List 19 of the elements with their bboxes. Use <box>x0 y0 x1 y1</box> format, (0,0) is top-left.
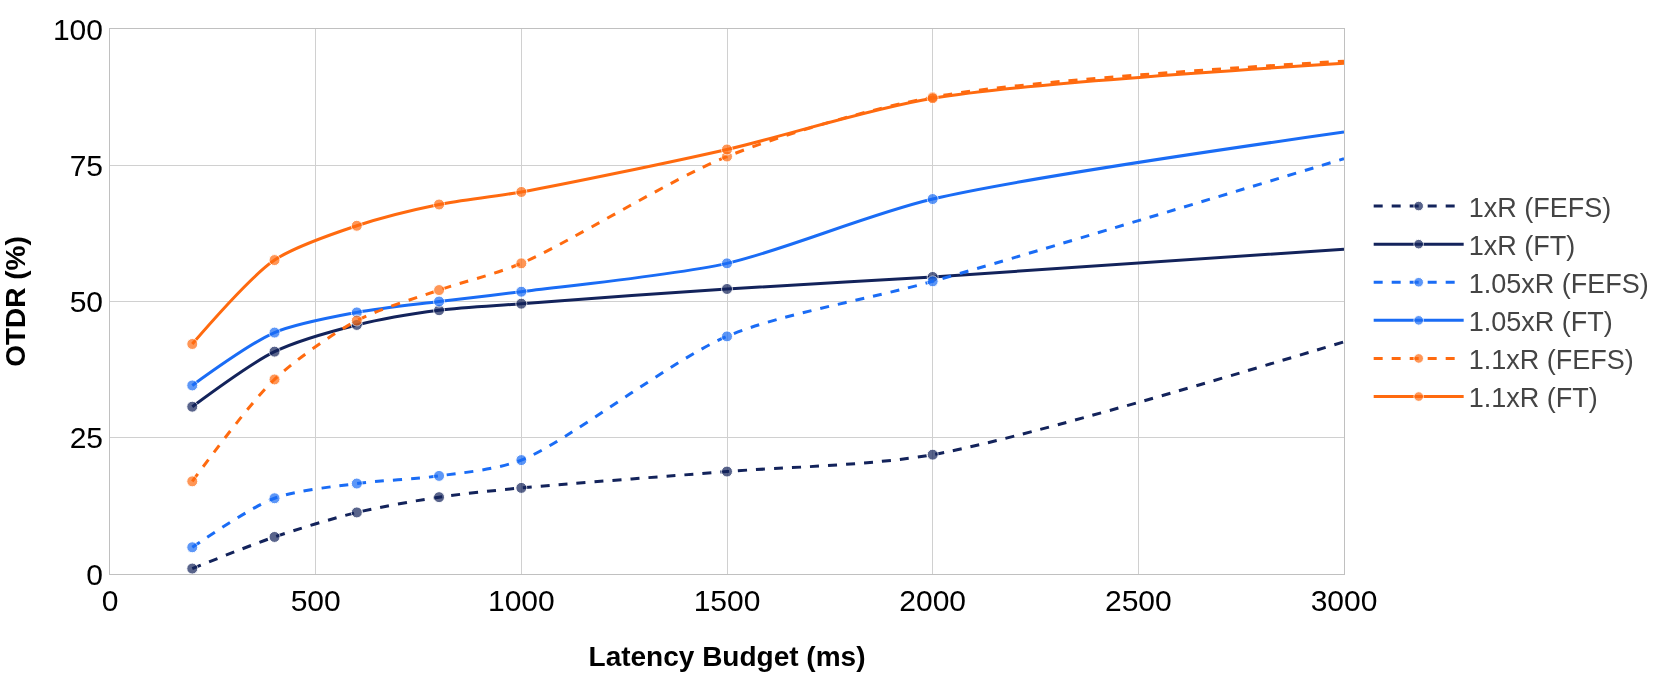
y-tick-label: 25 <box>69 421 103 455</box>
legend-label: 1.05xR (FEFS) <box>1468 268 1649 299</box>
legend-label: 1.05xR (FT) <box>1468 306 1613 337</box>
legend-label: 1.1xR (FT) <box>1468 383 1598 414</box>
x-tick-label: 1000 <box>487 584 555 617</box>
y-tick-label: 0 <box>86 557 103 591</box>
y-axis-title: OTDR (%) <box>0 236 31 367</box>
y-tick-label: 75 <box>69 148 103 182</box>
legend-label: 1.1xR (FEFS) <box>1468 344 1634 375</box>
x-tick-label: 1500 <box>693 584 761 617</box>
x-tick-label: 500 <box>290 584 341 617</box>
x-tick-label: 2000 <box>899 584 967 617</box>
x-tick-label: 3000 <box>1310 584 1378 617</box>
legend-label: 1xR (FT) <box>1468 230 1576 261</box>
x-tick-label: 2500 <box>1104 584 1172 617</box>
y-tick-label: 100 <box>52 12 103 46</box>
legend-label: 1xR (FEFS) <box>1468 192 1612 223</box>
x-axis-title: Latency Budget (ms) <box>588 641 866 673</box>
y-tick-label: 50 <box>69 285 103 318</box>
